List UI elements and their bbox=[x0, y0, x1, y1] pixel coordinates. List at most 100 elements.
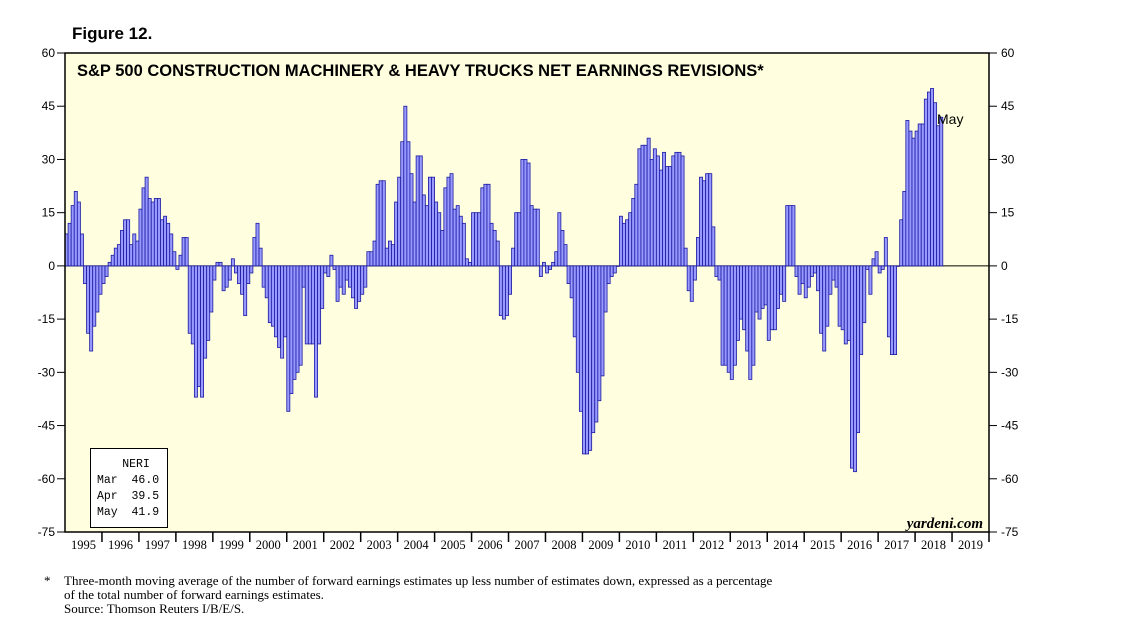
bar bbox=[683, 247, 688, 267]
bar bbox=[859, 265, 864, 355]
bar bbox=[384, 247, 389, 267]
bar bbox=[788, 205, 793, 267]
bar bbox=[797, 265, 802, 295]
bar bbox=[483, 183, 488, 267]
bar bbox=[868, 265, 873, 295]
bar-chart: -75 -75 -60 -60 -45 -45 -30 -30 -15 -15 0 0 15 15 30 30… bbox=[38, 46, 1019, 552]
ytick-left-label: -45 bbox=[38, 419, 56, 433]
bar bbox=[200, 265, 205, 398]
bar bbox=[255, 222, 260, 267]
bar bbox=[258, 247, 263, 267]
bar bbox=[720, 265, 725, 366]
bar bbox=[890, 265, 894, 355]
bar bbox=[659, 169, 663, 267]
legend-box: NERI Mar 46.0 Apr 39.5 May 41.9 bbox=[90, 448, 168, 528]
bar bbox=[468, 261, 472, 267]
bar bbox=[652, 148, 657, 267]
bar bbox=[649, 159, 654, 267]
bar bbox=[646, 137, 651, 267]
xtick-label: 2012 bbox=[699, 538, 724, 552]
bar bbox=[237, 265, 241, 285]
bar bbox=[908, 130, 913, 267]
bar bbox=[933, 102, 938, 267]
bar bbox=[729, 265, 734, 380]
bar bbox=[745, 265, 750, 352]
bar bbox=[209, 265, 214, 313]
bar bbox=[566, 265, 571, 285]
bar bbox=[243, 265, 248, 316]
bar bbox=[329, 254, 334, 267]
bar bbox=[563, 244, 568, 267]
bar bbox=[406, 141, 411, 267]
bar bbox=[150, 201, 155, 267]
bar bbox=[665, 166, 670, 267]
ytick-left-label: -60 bbox=[38, 472, 56, 486]
ytick-left-label: -15 bbox=[38, 312, 56, 326]
bar bbox=[347, 265, 352, 288]
bar bbox=[498, 265, 503, 316]
bar bbox=[471, 212, 476, 267]
bar bbox=[104, 265, 109, 277]
bar bbox=[418, 155, 423, 267]
bar bbox=[76, 201, 81, 267]
bar bbox=[464, 258, 469, 267]
ytick-right-label: 15 bbox=[1001, 206, 1015, 220]
bar bbox=[699, 176, 703, 267]
ytick-right-label: -30 bbox=[1001, 365, 1019, 379]
bar bbox=[717, 265, 722, 281]
xtick-label: 2002 bbox=[330, 538, 355, 552]
bar bbox=[249, 265, 254, 274]
bar bbox=[594, 265, 599, 423]
bar bbox=[153, 198, 158, 267]
bar bbox=[190, 265, 195, 345]
footnote-line-2: of the total number of forward earnings … bbox=[64, 587, 324, 602]
footnote-line-1: * Three-month moving average of the numbe… bbox=[44, 574, 772, 588]
bar bbox=[791, 205, 796, 267]
xtick-label: 1997 bbox=[145, 538, 170, 552]
bar bbox=[323, 265, 328, 274]
bar bbox=[446, 176, 451, 267]
legend-title: NERI bbox=[122, 458, 150, 471]
bar bbox=[135, 240, 140, 267]
bar bbox=[523, 159, 528, 267]
bar bbox=[181, 237, 186, 267]
bar bbox=[160, 219, 164, 267]
bar bbox=[314, 265, 318, 398]
bar bbox=[129, 244, 134, 267]
bar bbox=[86, 265, 91, 334]
bar bbox=[391, 244, 395, 267]
bar bbox=[896, 265, 901, 267]
figure-label: Figure 12. bbox=[72, 24, 153, 43]
bar bbox=[264, 265, 269, 299]
bar bbox=[736, 265, 740, 341]
bar bbox=[206, 265, 211, 341]
xtick-label: 2005 bbox=[441, 538, 466, 552]
bar bbox=[619, 215, 623, 267]
chart-title: S&P 500 CONSTRUCTION MACHINERY & HEAVY T… bbox=[77, 62, 764, 80]
ytick-right-label: 60 bbox=[1001, 46, 1015, 60]
bar bbox=[215, 261, 220, 267]
bar bbox=[517, 212, 522, 267]
xtick-label: 2019 bbox=[958, 538, 983, 552]
legend-month: May bbox=[97, 506, 118, 519]
bar bbox=[307, 265, 312, 345]
bar bbox=[655, 155, 660, 267]
bar bbox=[387, 240, 392, 267]
bar bbox=[529, 205, 534, 267]
last-month-annotation: May bbox=[937, 111, 963, 127]
bar bbox=[394, 201, 399, 267]
bar bbox=[440, 230, 445, 267]
bar bbox=[421, 194, 426, 267]
bar bbox=[354, 265, 358, 309]
bar bbox=[375, 183, 380, 267]
bar bbox=[227, 265, 232, 281]
ytick-right-label: 30 bbox=[1001, 152, 1015, 166]
bar bbox=[477, 212, 482, 267]
ytick-right-label: -45 bbox=[1001, 419, 1019, 433]
bar bbox=[538, 265, 543, 277]
bar bbox=[230, 258, 235, 267]
ytick-left-label: 60 bbox=[42, 46, 56, 60]
bar bbox=[289, 265, 294, 395]
bar bbox=[270, 265, 275, 327]
bar bbox=[834, 265, 839, 288]
